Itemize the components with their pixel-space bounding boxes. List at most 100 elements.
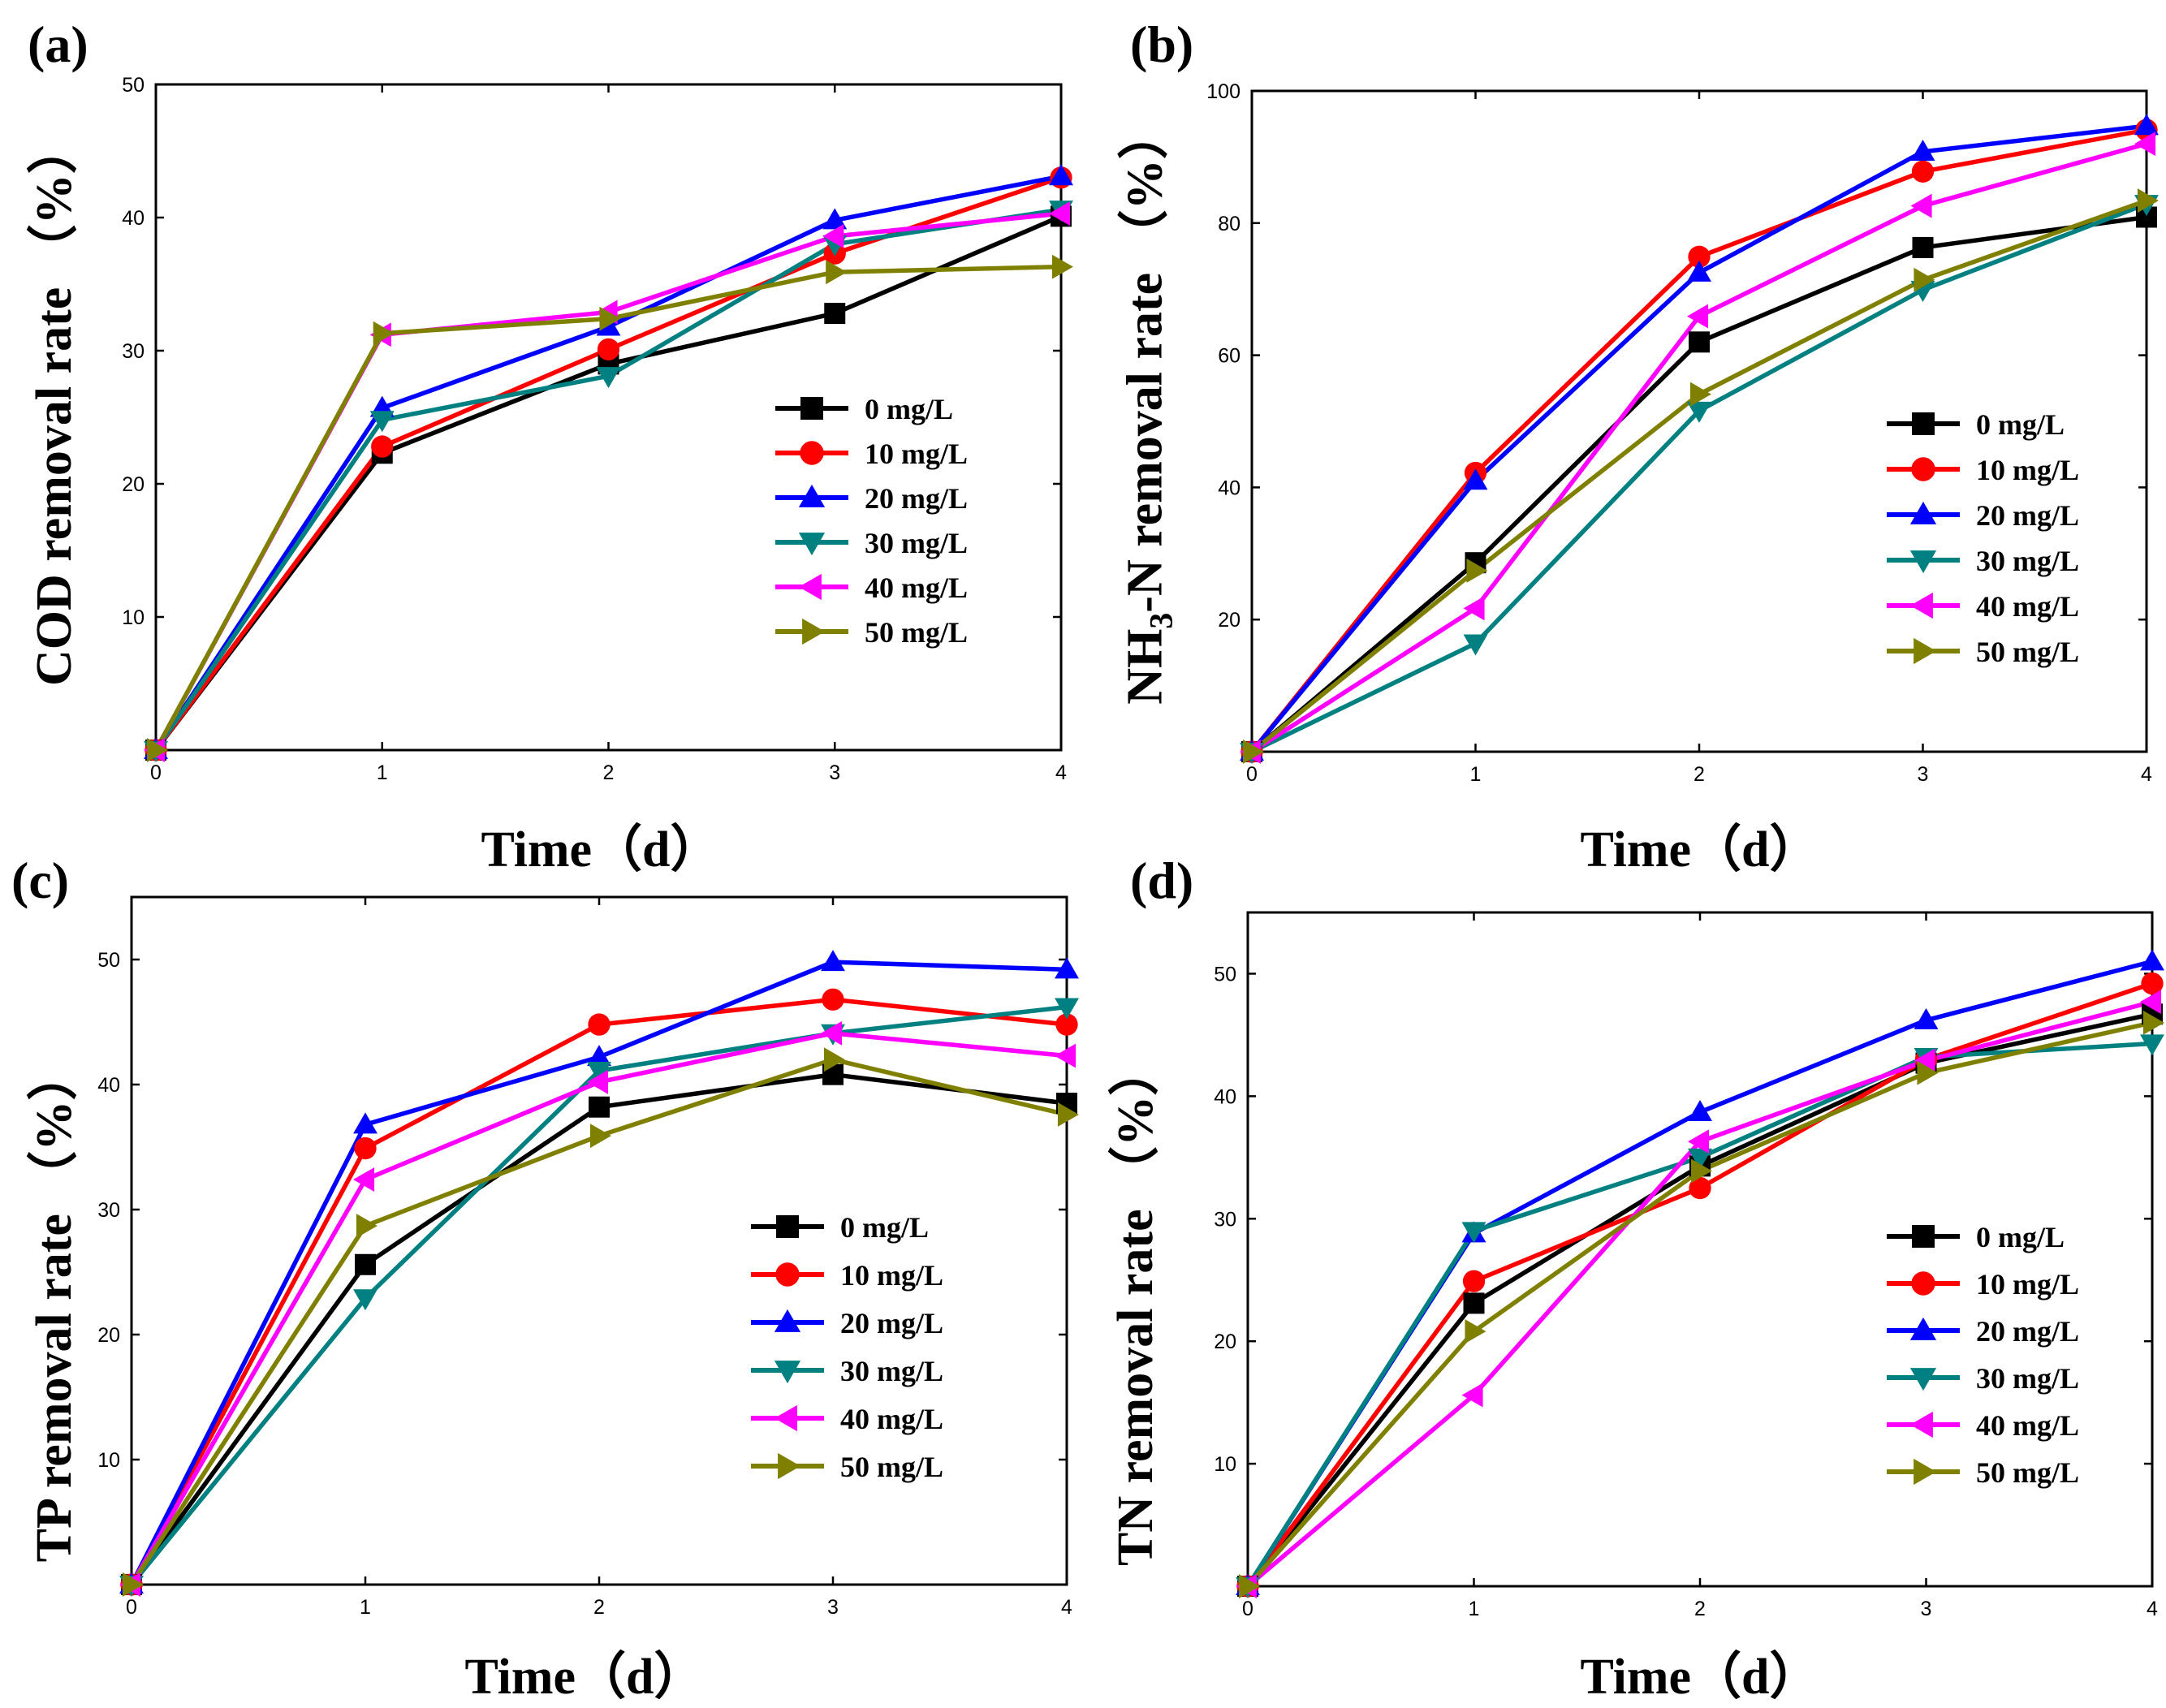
y-tick-label: 20 (1214, 1331, 1236, 1353)
data-point-5-2 (599, 306, 621, 331)
y-tick-label: 40 (1218, 477, 1240, 499)
data-point-5-0 (146, 738, 168, 762)
data-point-3-4 (1055, 998, 1079, 1020)
y-tick-label: 10 (122, 606, 145, 629)
data-point-1-4 (2141, 972, 2164, 995)
legend-label-5: 50 mg/L (840, 1451, 943, 1483)
data-point-4-1 (353, 1167, 375, 1192)
y-tick-label: 20 (97, 1324, 120, 1347)
legend-label-4: 40 mg/L (1976, 1409, 2079, 1442)
x-tick-label: 3 (1918, 763, 1929, 786)
data-point-5-1 (1466, 559, 1488, 583)
data-point-1-4 (1055, 1013, 1078, 1036)
data-point-5-1 (356, 1214, 378, 1238)
x-tick-label: 4 (2147, 1598, 2158, 1620)
x-tick-label: 0 (126, 1596, 137, 1619)
data-point-0-1 (1463, 1292, 1485, 1314)
data-point-2-3 (1910, 139, 1935, 161)
data-point-2-3 (1914, 1007, 1939, 1029)
y-tick-label: 40 (1214, 1085, 1236, 1108)
x-tick-label: 4 (2141, 763, 2152, 786)
data-point-3-4 (2140, 1034, 2164, 1056)
data-point-3-2 (1687, 401, 1711, 423)
data-point-1-2 (597, 338, 620, 361)
x-tick-label: 1 (1469, 1598, 1480, 1620)
data-point-5-2 (1689, 382, 1711, 407)
x-tick-label: 4 (1055, 761, 1067, 784)
data-point-4-1 (1461, 1382, 1483, 1408)
x-tick-label: 0 (1242, 1598, 1253, 1620)
series-line-3 (129, 1004, 1068, 1586)
data-point-1-2 (588, 1013, 611, 1036)
x-tick-label: 3 (1921, 1598, 1932, 1620)
data-point-0-3 (824, 303, 846, 325)
data-point-1-1 (371, 435, 394, 458)
data-point-0-1 (355, 1253, 376, 1275)
legend-label-3: 30 mg/L (865, 527, 968, 559)
xlabel-d: Time（d） (1580, 1650, 1820, 1705)
data-point-2-3 (822, 208, 848, 230)
data-point-4-2 (1687, 304, 1709, 329)
data-point-0-2 (589, 1096, 610, 1118)
data-point-1-1 (1462, 1270, 1486, 1292)
data-point-3-2 (587, 1062, 611, 1084)
data-point-5-0 (1238, 1574, 1260, 1598)
data-point-2-2 (1687, 260, 1711, 282)
data-point-2-2 (587, 1045, 611, 1067)
legend-label-1: 10 mg/L (865, 438, 968, 470)
x-tick-label: 3 (829, 761, 840, 784)
xlabel-a: Time（d） (481, 822, 721, 878)
legend-label-0: 0 mg/L (1976, 1221, 2065, 1253)
data-point-5-1 (373, 321, 395, 346)
data-point-1-1 (354, 1137, 377, 1160)
legend-marker-1 (1911, 1271, 1935, 1296)
legend-label-1: 10 mg/L (840, 1259, 943, 1292)
panel-label-b: (b) (1130, 15, 1194, 73)
data-point-4-4 (2140, 990, 2162, 1015)
panel-label-a: (a) (28, 15, 88, 73)
data-point-2-3 (821, 950, 845, 972)
data-point-2-4 (2140, 949, 2164, 971)
legend-marker-5 (1914, 637, 1937, 665)
y-tick-label: 40 (122, 207, 145, 230)
data-point-5-4 (2142, 1010, 2164, 1035)
data-point-0-3 (1912, 236, 1934, 258)
x-tick-label: 1 (377, 761, 388, 784)
y-tick-label: 20 (122, 473, 145, 496)
y-tick-label: 60 (1218, 345, 1240, 368)
legend-marker-5 (802, 618, 826, 645)
data-point-3-2 (596, 367, 621, 389)
data-point-5-3 (1917, 1060, 1939, 1085)
chart-d: 0 1 2 3 4 10 20 30 40 50 0 mg/L 10 mg/L 20 mg/L 30 mg… (1214, 911, 2164, 1620)
x-tick-label: 2 (1694, 1598, 1706, 1620)
data-point-5-3 (823, 1047, 845, 1072)
x-tick-label: 1 (1470, 763, 1482, 786)
data-point-2-4 (1049, 164, 1073, 186)
legend-label-2: 20 mg/L (840, 1307, 943, 1339)
legend-marker-4 (798, 573, 822, 601)
data-point-4-2 (587, 1069, 609, 1094)
data-point-3-1 (1461, 1222, 1486, 1244)
data-point-3-2 (1688, 1148, 1712, 1170)
legend-marker-3 (798, 533, 826, 556)
panel-label-d: (d) (1130, 852, 1194, 909)
legend-marker-4 (774, 1404, 797, 1432)
legend-label-0: 0 mg/L (840, 1211, 929, 1244)
x-tick-label: 3 (827, 1596, 839, 1619)
data-point-5-0 (1242, 740, 1264, 764)
legend-label-4: 40 mg/L (865, 571, 968, 604)
legend-marker-3 (1909, 550, 1937, 574)
legend-label-4: 40 mg/L (1976, 590, 2079, 623)
legend-marker-3 (1909, 1368, 1937, 1391)
data-point-2-4 (2134, 114, 2159, 136)
x-tick-label: 1 (360, 1596, 371, 1619)
data-point-3-1 (353, 1289, 378, 1311)
data-point-5-3 (826, 260, 848, 285)
legend-marker-4 (1909, 592, 1933, 619)
legend-marker-3 (774, 1361, 801, 1384)
legend-marker-1 (800, 441, 824, 465)
x-tick-label: 0 (1246, 763, 1258, 786)
legend-label-3: 30 mg/L (1976, 545, 2079, 577)
y-tick-label: 100 (1206, 80, 1240, 103)
data-point-4-1 (1463, 596, 1485, 621)
